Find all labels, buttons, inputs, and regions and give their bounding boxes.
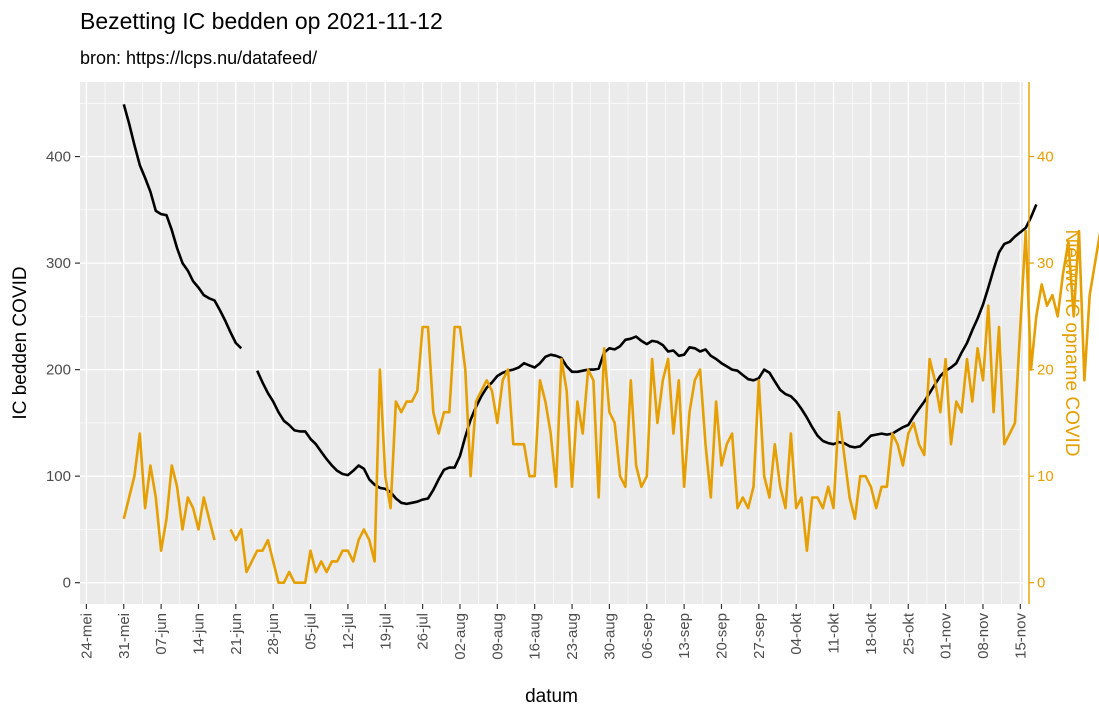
x-tick-label: 04-okt [788, 612, 805, 655]
right-tick-label: 40 [1037, 149, 1054, 166]
axes: 0 100 200 300 400 0 10 20 30 40 24-mei 31-mei 07-jun… [46, 82, 1054, 660]
right-tick-label: 30 [1037, 255, 1054, 272]
x-tick-label: 06-sep [639, 613, 656, 659]
right-tick-label: 10 [1037, 468, 1054, 485]
y-axis-left-label: IC bedden COVID [10, 266, 31, 419]
x-tick-label: 11-okt [826, 612, 843, 653]
x-tick-label: 02-aug [452, 613, 469, 660]
chart-subtitle: bron: https://lcps.nu/datafeed/ [80, 48, 318, 68]
left-tick-label: 0 [63, 575, 71, 592]
right-tick-label: 20 [1037, 362, 1054, 379]
left-tick-label: 200 [46, 362, 71, 379]
x-tick-label: 31-mei [116, 613, 133, 659]
x-tick-label: 01-nov [938, 613, 955, 659]
series-line-nieuwe-ic-opname [229, 229, 1099, 584]
x-tick-label: 07-jun [153, 613, 170, 655]
series-line-ic-bedden [122, 104, 243, 350]
y-axis-right-label: Nieuwe IC opname COVID [1061, 229, 1082, 456]
x-tick-label: 18-okt [863, 612, 880, 655]
right-tick-label: 0 [1037, 575, 1045, 592]
x-tick-label: 30-aug [601, 613, 618, 660]
left-tick-label: 100 [46, 468, 71, 485]
x-tick-label: 19-jul [377, 613, 394, 650]
x-tick-label: 14-jun [191, 613, 208, 655]
x-tick-label: 05-jul [303, 613, 320, 650]
x-tick-label: 27-sep [751, 613, 768, 659]
x-tick-label: 16-aug [527, 613, 544, 660]
x-axis-label: datum [525, 686, 578, 707]
series-line-nieuwe-ic-opname [122, 432, 216, 552]
x-tick-label: 20-sep [714, 613, 731, 659]
left-tick-label: 400 [46, 149, 71, 166]
chart-title: Bezetting IC bedden op 2021-11-12 [80, 8, 443, 34]
x-tick-label: 13-sep [676, 613, 693, 659]
x-tick-label: 24-mei [78, 613, 95, 659]
x-tick-label: 15-nov [1012, 613, 1029, 659]
x-tick-label: 25-okt [900, 612, 917, 655]
x-tick-label: 28-jun [265, 613, 282, 655]
x-tick-label: 26-jul [415, 613, 432, 650]
x-tick-label: 21-jun [228, 613, 245, 655]
plot-panel [80, 82, 1023, 604]
x-tick-label: 23-aug [564, 613, 581, 660]
x-tick-label: 12-jul [340, 613, 357, 650]
x-tick-label: 08-nov [975, 613, 992, 659]
left-tick-label: 300 [46, 255, 71, 272]
x-tick-label: 09-aug [489, 613, 506, 660]
series-nieuwe-ic-opname [122, 229, 1099, 584]
